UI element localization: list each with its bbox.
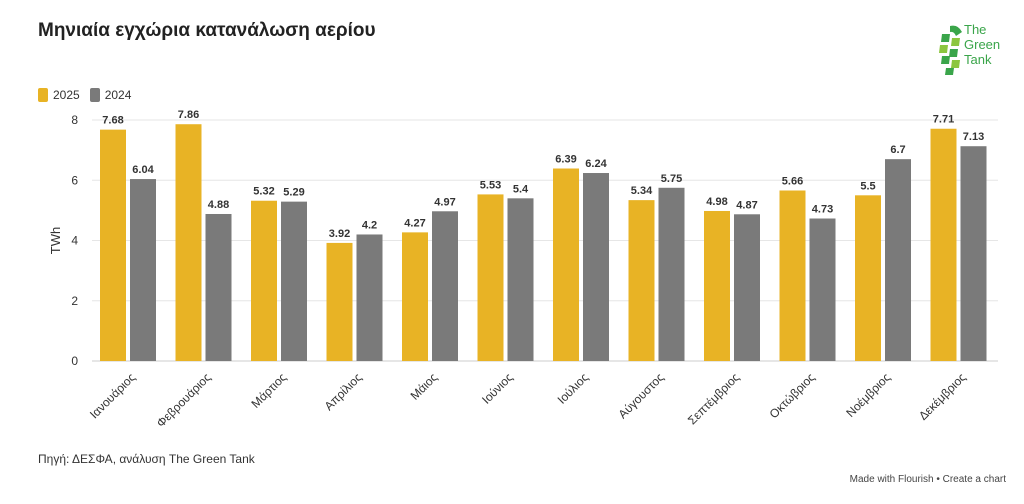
legend-item-2025[interactable]: 2025 (38, 88, 80, 102)
x-tick-label-9: Οκτώβριος (767, 370, 818, 421)
green-tank-leaf-icon (939, 25, 962, 75)
data-label-2024-8: 4.87 (736, 199, 757, 211)
data-label-2024-9: 4.73 (812, 204, 833, 216)
bar-2024-0 (130, 179, 156, 361)
bar-2025-4 (402, 232, 428, 361)
y-tick-label-0: 0 (71, 354, 78, 368)
data-label-2024-0: 6.04 (132, 164, 154, 176)
data-label-2024-1: 4.88 (208, 199, 229, 211)
data-label-2024-5: 5.4 (513, 183, 529, 195)
data-label-2025-0: 7.68 (102, 115, 123, 127)
x-tick-label-7: Αύγουστος (616, 370, 667, 421)
bar-2025-7 (628, 200, 655, 361)
bar-2024-11 (960, 146, 987, 361)
data-label-2024-3: 4.2 (362, 219, 377, 231)
bar-2024-4 (432, 211, 458, 361)
data-label-2025-2: 5.32 (253, 186, 274, 198)
bar-2025-3 (326, 242, 353, 361)
data-label-2024-11: 7.13 (963, 131, 984, 143)
data-label-2024-10: 6.7 (890, 144, 905, 156)
x-tick-label-8: Σεπτέμβριος (685, 370, 742, 427)
bar-2025-11 (930, 128, 957, 361)
logo-line-2: Green (964, 37, 1001, 52)
bar-2025-9 (779, 190, 806, 361)
legend-swatch-2025 (38, 88, 48, 102)
bar-2024-5 (507, 198, 534, 361)
legend: 2025 2024 (38, 88, 141, 102)
bar-2025-0 (100, 129, 126, 361)
data-label-2025-8: 4.98 (706, 196, 727, 208)
data-label-2025-5: 5.53 (480, 179, 501, 191)
bar-2025-6 (553, 168, 579, 361)
x-tick-label-6: Ιούλιος (555, 370, 592, 407)
legend-label-2024: 2024 (104, 88, 132, 102)
bar-2025-10 (855, 195, 881, 361)
y-tick-label-4: 4 (71, 234, 78, 248)
data-label-2025-4: 4.27 (404, 217, 425, 229)
legend-label-2025: 2025 (53, 88, 80, 102)
data-label-2024-7: 5.75 (661, 173, 682, 185)
logo-line-1: The (964, 22, 987, 37)
x-tick-label-5: Ιούνιος (479, 370, 516, 407)
logo-line-3: Tank (964, 52, 992, 67)
x-tick-label-11: Δεκέμβριος (916, 370, 969, 423)
y-axis-label: TWh (48, 227, 63, 254)
data-label-2024-4: 4.97 (434, 196, 455, 208)
flourish-credit[interactable]: Made with Flourish • Create a chart (849, 474, 1006, 485)
data-label-2025-11: 7.71 (933, 114, 954, 126)
legend-swatch-2024 (89, 88, 100, 102)
bar-2025-2 (251, 200, 277, 361)
bar-2024-1 (205, 213, 232, 361)
x-tick-label-1: Φεβρουάριος (154, 370, 214, 430)
logo-text: The Green Tank (964, 22, 1000, 67)
data-label-2025-10: 5.5 (860, 180, 875, 192)
data-label-2025-3: 3.92 (329, 228, 350, 240)
data-label-2025-7: 5.34 (631, 185, 653, 197)
x-tick-label-10: Νοέμβριος (843, 370, 893, 420)
data-label-2024-6: 6.24 (585, 158, 607, 170)
bar-2024-7 (658, 187, 685, 361)
y-tick-label-6: 6 (71, 173, 78, 187)
bar-2024-6 (583, 173, 609, 361)
data-label-2025-9: 5.66 (782, 175, 803, 187)
bar-2024-2 (281, 201, 307, 361)
bar-2025-1 (175, 124, 202, 361)
bar-2025-8 (704, 210, 730, 361)
chart-title: Μηνιαία εγχώρια κατανάλωση αερίου (38, 20, 376, 41)
data-label-2024-2: 5.29 (283, 187, 304, 199)
bar-2024-9 (809, 218, 836, 361)
data-label-2025-1: 7.86 (178, 109, 199, 121)
y-tick-label-8: 8 (71, 113, 78, 127)
x-tick-label-2: Μάρτιος (248, 370, 289, 411)
legend-item-2024[interactable]: 2024 (89, 88, 132, 102)
bar-2024-3 (356, 234, 383, 361)
data-label-2025-6: 6.39 (555, 154, 576, 166)
source-note: Πηγή: ΔΕΣΦΑ, ανάλυση The Green Tank (38, 452, 255, 466)
x-tick-label-0: Ιανουάριος (87, 370, 138, 421)
x-tick-label-4: Μάιος (408, 370, 441, 403)
x-tick-label-3: Απρίλιος (322, 370, 365, 413)
bar-2024-8 (734, 214, 760, 361)
bar-2025-5 (477, 194, 504, 361)
bar-2024-10 (885, 159, 911, 361)
y-tick-label-2: 2 (71, 294, 78, 308)
